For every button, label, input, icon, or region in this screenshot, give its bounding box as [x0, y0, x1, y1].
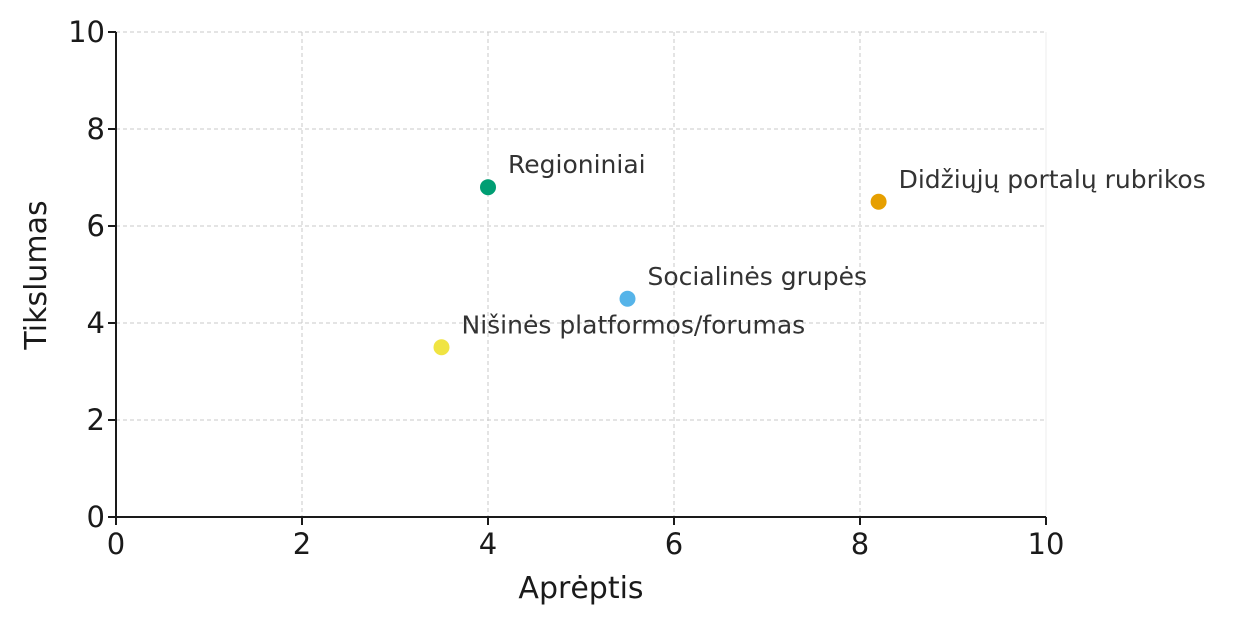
x-axis-title: Aprėptis — [518, 571, 643, 606]
y-tick-label: 8 — [87, 112, 105, 146]
data-point — [433, 339, 450, 356]
x-tick-label: 8 — [851, 527, 869, 561]
y-tick-label: 2 — [87, 403, 105, 437]
y-tick-label: 6 — [87, 209, 105, 243]
x-tick-label: 4 — [479, 527, 497, 561]
grid — [116, 31, 1047, 517]
data-point — [870, 193, 887, 210]
y-tick-label: 0 — [87, 500, 105, 534]
point-label: Socialinės grupės — [648, 262, 868, 291]
point-label: Nišinės platformos/forumas — [462, 310, 806, 339]
x-tick-label: 2 — [293, 527, 311, 561]
data-point — [619, 290, 636, 307]
data-point — [480, 179, 496, 196]
axes — [115, 32, 1046, 518]
y-axis-title: Tikslumas — [19, 200, 54, 350]
ticks: 0 2 4 6 8 10 0 2 4 6 8 10 — [68, 15, 1064, 561]
data-points: Regioniniai Didžiųjų portalų rubrikos Soci… — [433, 150, 1206, 356]
x-tick-label: 6 — [665, 527, 683, 561]
y-tick-label: 4 — [87, 306, 105, 340]
point-label: Regioniniai — [508, 150, 646, 179]
y-tick-label: 10 — [68, 15, 105, 49]
x-tick-label: 10 — [1028, 527, 1065, 561]
x-tick-label: 0 — [107, 527, 125, 561]
point-label: Didžiųjų portalų rubrikos — [899, 165, 1206, 194]
